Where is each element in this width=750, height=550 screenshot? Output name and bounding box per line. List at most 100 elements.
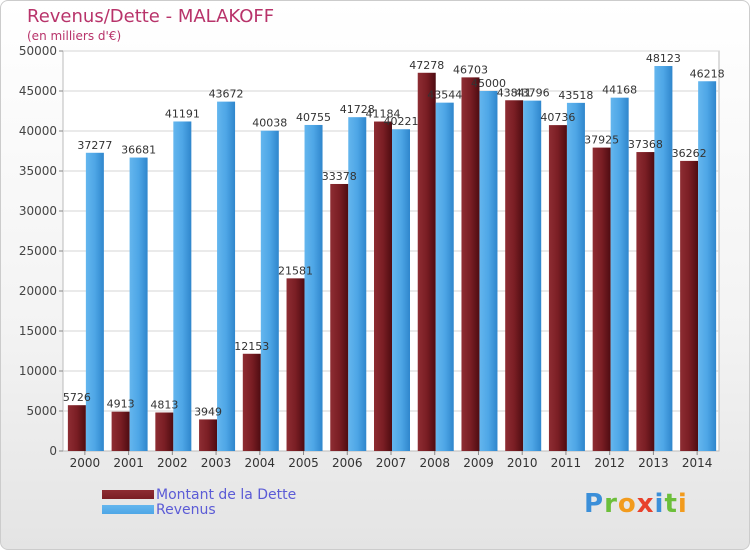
bar-revenus — [85, 152, 104, 451]
logo-letter: i — [654, 489, 665, 519]
data-label-revenus: 43796 — [515, 87, 550, 100]
bar-revenus — [523, 100, 542, 451]
bar-dette — [374, 121, 392, 451]
y-tick-label: 40000 — [19, 124, 57, 138]
data-label-revenus: 43672 — [209, 88, 244, 101]
data-label-revenus: 48123 — [646, 52, 681, 65]
data-label-dette: 21581 — [278, 264, 313, 277]
x-tick-label: 2014 — [682, 456, 713, 470]
data-label-dette: 46703 — [453, 63, 488, 76]
data-label-dette: 5726 — [63, 391, 91, 404]
legend-swatch-revenus — [102, 505, 154, 514]
data-label-dette: 41184 — [366, 108, 401, 121]
data-label-dette: 47278 — [409, 59, 444, 72]
y-tick-label: 35000 — [19, 164, 57, 178]
bar-revenus — [217, 101, 236, 452]
data-label-revenus: 45000 — [471, 77, 506, 90]
data-label-dette: 37925 — [584, 134, 619, 147]
logo-letter: t — [664, 489, 678, 519]
bar-dette — [417, 72, 436, 451]
y-tick-label: 45000 — [19, 84, 57, 98]
x-tick-label: 2013 — [638, 456, 669, 470]
logo-letter: r — [604, 489, 618, 519]
x-tick-label: 2007 — [376, 456, 407, 470]
x-tick-label: 2005 — [288, 456, 319, 470]
legend-label-dette: Montant de la Dette — [156, 487, 297, 503]
data-label-dette: 36262 — [672, 147, 707, 160]
data-label-dette: 43841 — [497, 86, 532, 99]
data-label-revenus: 40221 — [384, 115, 419, 128]
data-label-dette: 37368 — [628, 138, 663, 151]
y-tick-label: 0 — [49, 444, 57, 458]
logo-letter: i — [677, 489, 688, 519]
x-tick-label: 2002 — [157, 456, 188, 470]
x-tick-label: 2006 — [332, 456, 363, 470]
x-tick-label: 2009 — [463, 456, 494, 470]
data-label-revenus: 46218 — [690, 67, 725, 80]
bar-revenus — [435, 102, 454, 451]
data-label-dette: 12153 — [234, 340, 269, 353]
bar-revenus — [698, 81, 717, 452]
bar-dette — [242, 353, 261, 451]
bar-dette — [286, 278, 305, 451]
legend-label-revenus: Revenus — [156, 502, 216, 518]
x-tick-label: 2004 — [245, 456, 276, 470]
data-label-revenus: 40038 — [252, 117, 287, 130]
bar-dette — [111, 411, 130, 451]
y-tick-label: 10000 — [19, 364, 57, 378]
y-tick-label: 50000 — [19, 44, 57, 58]
data-label-revenus: 41728 — [340, 103, 375, 116]
bar-dette — [330, 183, 349, 451]
bar-revenus — [392, 129, 410, 451]
x-tick-label: 2012 — [594, 456, 625, 470]
bar-dette — [592, 147, 611, 451]
proxiti-logo: Proxiti — [584, 489, 688, 519]
chart-title: Revenus/Dette - MALAKOFF — [27, 6, 275, 27]
bar-dette — [505, 100, 524, 451]
logo-letter: o — [617, 489, 637, 519]
y-tick-label: 20000 — [19, 284, 57, 298]
bar-dette — [67, 405, 86, 451]
data-label-dette: 33378 — [322, 170, 357, 183]
bar-dette — [199, 419, 218, 451]
y-tick-label: 30000 — [19, 204, 57, 218]
bar-dette — [461, 77, 480, 451]
chart-subtitle: (en milliers d'€) — [27, 29, 122, 43]
data-label-revenus: 36681 — [121, 144, 156, 157]
y-tick-label: 15000 — [19, 324, 57, 338]
x-tick-label: 2008 — [419, 456, 450, 470]
bar-dette — [548, 125, 567, 451]
x-tick-label: 2000 — [70, 456, 101, 470]
bar-revenus — [304, 124, 323, 452]
data-label-revenus: 37277 — [77, 139, 112, 152]
data-label-dette: 4813 — [150, 398, 178, 411]
data-label-dette: 3949 — [194, 405, 222, 418]
data-label-revenus: 41191 — [165, 107, 200, 120]
x-tick-label: 2001 — [113, 456, 144, 470]
logo-letter: x — [636, 489, 655, 519]
data-label-dette: 4913 — [107, 398, 135, 411]
data-label-revenus: 43518 — [558, 89, 593, 102]
data-label-dette: 40736 — [540, 111, 575, 124]
bar-revenus — [348, 117, 367, 452]
bar-revenus — [610, 97, 629, 451]
bar-revenus — [479, 91, 498, 451]
x-tick-label: 2010 — [507, 456, 538, 470]
bar-dette — [636, 152, 655, 451]
legend-swatch-dette — [102, 490, 154, 499]
bar-dette — [680, 160, 699, 452]
data-label-revenus: 44168 — [602, 84, 637, 97]
bar-revenus — [566, 102, 585, 451]
bar-dette — [155, 412, 174, 451]
bar-revenus — [260, 130, 279, 452]
data-label-revenus: 40755 — [296, 111, 331, 124]
y-tick-label: 25000 — [19, 244, 57, 258]
x-tick-label: 2011 — [551, 456, 582, 470]
data-label-revenus: 43544 — [427, 89, 462, 102]
y-tick-label: 5000 — [26, 404, 57, 418]
bar-revenus — [173, 121, 192, 452]
x-tick-label: 2003 — [201, 456, 232, 470]
bar-revenus — [129, 157, 148, 451]
